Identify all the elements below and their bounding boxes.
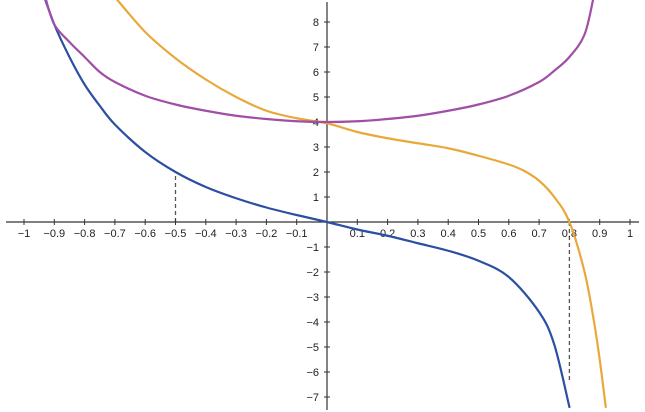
guide-lines xyxy=(174,172,571,382)
series-curve-blue xyxy=(44,0,571,409)
y-tick-label: 8 xyxy=(313,17,319,29)
x-tick-label: −0.5 xyxy=(165,228,187,240)
y-tick-label: 5 xyxy=(313,92,319,104)
y-tick-label: 6 xyxy=(313,67,319,79)
y-tick-label: 7 xyxy=(313,42,319,54)
x-tick-label: −0.8 xyxy=(74,228,96,240)
y-tick-label: 1 xyxy=(313,192,319,204)
y-tick-label: 3 xyxy=(313,142,319,154)
x-tick-label: 1 xyxy=(627,228,633,240)
series-curve-purple xyxy=(44,0,595,124)
x-tick-label: −0.1 xyxy=(286,228,308,240)
x-tick-label: 0.7 xyxy=(531,228,546,240)
x-tick-label: 0.3 xyxy=(410,228,425,240)
x-tick-label: −0.2 xyxy=(256,228,278,240)
x-tick-label: −1 xyxy=(18,228,31,240)
y-tick-label: −3 xyxy=(306,292,319,304)
y-tick-label: −6 xyxy=(306,367,319,379)
x-tick-label: −0.7 xyxy=(104,228,126,240)
x-tick-label: −0.6 xyxy=(134,228,156,240)
y-tick-label: −1 xyxy=(306,242,319,254)
y-tick-label: 2 xyxy=(313,167,319,179)
x-tick-label: −0.4 xyxy=(195,228,217,240)
y-tick-label: −4 xyxy=(306,317,319,329)
series-curve-orange xyxy=(116,0,607,409)
axes xyxy=(6,2,639,410)
y-tick-label: −5 xyxy=(306,342,319,354)
tick-labels: −1 −0.9 −0.8 −0.7 −0.6 −0.5 −0.4 −0.3 −0.2 −0.1 0.… xyxy=(18,17,633,404)
x-tick-label: 0.5 xyxy=(471,228,486,240)
x-tick-label: 0.4 xyxy=(441,228,456,240)
y-tick-label: −7 xyxy=(306,392,319,404)
x-tick-label: −0.9 xyxy=(43,228,65,240)
x-tick-label: 0.9 xyxy=(592,228,607,240)
y-tick-label: −2 xyxy=(306,267,319,279)
x-tick-label: −0.3 xyxy=(225,228,247,240)
x-tick-label: 0.6 xyxy=(501,228,516,240)
series-curves xyxy=(44,0,607,409)
